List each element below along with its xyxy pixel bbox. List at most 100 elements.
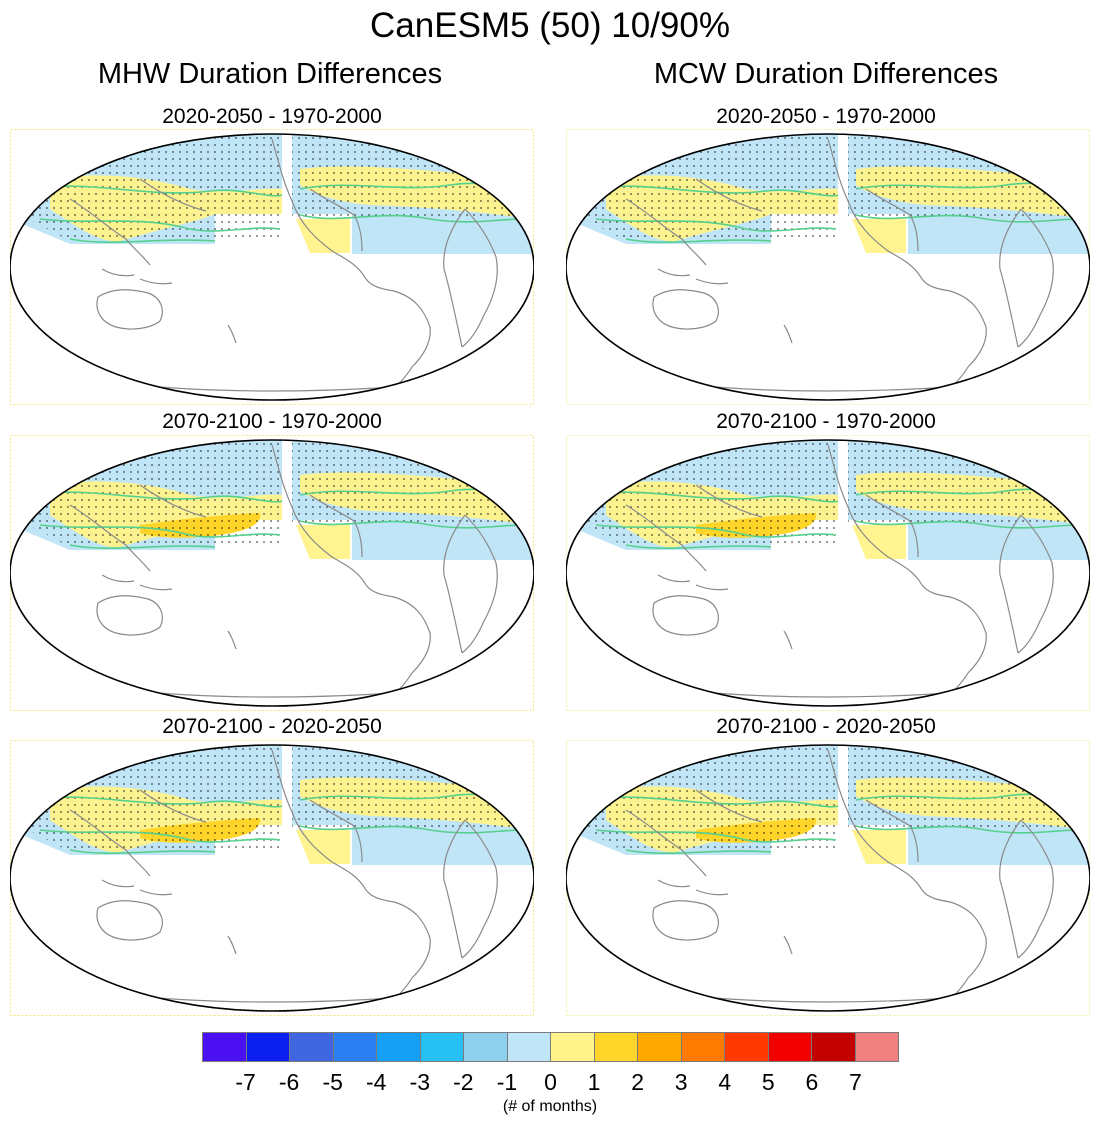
contour-line — [625, 544, 772, 550]
contour-line — [69, 544, 216, 550]
coastline — [695, 178, 763, 212]
coastline — [625, 809, 707, 877]
coastline — [101, 268, 135, 277]
contour-line — [625, 238, 772, 244]
coastline — [69, 809, 151, 877]
ocean-shading-yellow — [296, 525, 350, 559]
coastline — [139, 584, 173, 591]
colorbar-tick-label: -1 — [496, 1069, 518, 1095]
coastline — [139, 178, 207, 212]
colorbar-swatch — [637, 1032, 682, 1062]
ocean-shading-yellow — [296, 830, 350, 864]
coastline — [625, 504, 707, 572]
coastline — [652, 289, 719, 330]
colorbar-swatch — [376, 1032, 421, 1062]
map-outline — [566, 133, 1090, 401]
coastline — [227, 324, 237, 344]
colorbar-swatch — [811, 1032, 856, 1062]
ocean-shading-yellow — [852, 525, 906, 559]
coastline — [443, 819, 466, 959]
colorbar-swatch — [724, 1032, 769, 1062]
coastline — [461, 514, 498, 654]
column-title-mcw: MCW Duration Differences — [653, 58, 999, 90]
coastline — [271, 138, 367, 280]
coastline — [139, 889, 173, 896]
coastline — [695, 789, 763, 823]
significance-stippling — [566, 134, 1090, 241]
coastline — [139, 278, 173, 285]
figure-title: CanESM5 (50) 10/90% — [370, 6, 730, 45]
map-panel-mcw-2020-2050-vs-1970-2000 — [566, 129, 1090, 405]
contour-line — [299, 214, 534, 223]
map-panel-mhw-2020-2050-vs-1970-2000 — [10, 129, 534, 405]
coastline — [999, 819, 1022, 959]
panel-title-mcw-1: 2020-2050 - 1970-2000 — [716, 105, 936, 128]
coastline — [827, 444, 923, 586]
coastline — [1017, 819, 1054, 959]
coastline — [365, 889, 431, 1007]
contour-line — [585, 491, 839, 503]
colorbar-tick-label: 2 — [631, 1069, 645, 1095]
contour-line — [595, 524, 837, 538]
contour-line — [29, 796, 283, 808]
coastline — [625, 198, 707, 266]
coastline — [695, 889, 729, 896]
colorbar-tick-label: 6 — [805, 1069, 819, 1095]
colorbar-tick-label: -6 — [278, 1069, 300, 1095]
coastline — [652, 900, 719, 941]
colorbar — [202, 1032, 899, 1062]
colorbar-tick-label: -2 — [453, 1069, 474, 1095]
contour-line — [39, 829, 281, 843]
colorbar-tick-label: -5 — [322, 1069, 343, 1095]
map-svg — [566, 435, 1090, 711]
colorbar-swatch — [245, 1032, 290, 1062]
colorbar-tick-label: 5 — [761, 1069, 775, 1095]
coastline — [227, 935, 237, 955]
coastline — [309, 494, 363, 558]
coastline — [227, 630, 237, 650]
coastline — [96, 595, 163, 636]
contour-line — [39, 524, 281, 538]
contour-line — [625, 849, 772, 855]
colorbar-swatch — [419, 1032, 464, 1062]
coastline — [309, 188, 363, 252]
colorbar-tick-label: -3 — [409, 1069, 431, 1095]
coastline — [783, 324, 793, 344]
coastline — [365, 278, 431, 396]
map-outline — [566, 744, 1090, 1012]
panel-title-mcw-3: 2070-2100 - 2020-2050 — [716, 715, 936, 738]
colorbar-swatch — [463, 1032, 508, 1062]
colorbar-swatch — [202, 1032, 247, 1062]
colorbar-tick-label: 3 — [674, 1069, 688, 1095]
map-panel-mcw-2070-2100-vs-1970-2000 — [566, 435, 1090, 711]
coastline — [652, 595, 719, 636]
coastline — [921, 584, 987, 702]
colorbar-swatch — [593, 1032, 638, 1062]
coastline — [139, 789, 207, 823]
coastline — [921, 278, 987, 396]
map-outline — [566, 439, 1090, 707]
contour-line — [29, 491, 283, 503]
contour-line — [299, 520, 534, 529]
map-panel-mcw-2070-2100-vs-2020-2050 — [566, 740, 1090, 1016]
coastline — [96, 900, 163, 941]
coastline — [365, 584, 431, 702]
coastline — [461, 819, 498, 959]
significance-stippling — [10, 134, 534, 241]
map-outline — [10, 133, 534, 401]
coastline — [1017, 208, 1054, 348]
coastline — [783, 935, 793, 955]
colorbar-swatch — [680, 1032, 725, 1062]
coastline — [96, 289, 163, 330]
map-outline — [10, 744, 534, 1012]
contour-line — [855, 520, 1090, 529]
coastline — [999, 514, 1022, 654]
coastline — [999, 208, 1022, 348]
coastline — [695, 584, 729, 591]
colorbar-swatch — [767, 1032, 812, 1062]
coastline — [101, 879, 135, 888]
panel-title-mcw-2: 2070-2100 - 1970-2000 — [716, 410, 936, 433]
column-title-mhw: MHW Duration Differences — [97, 58, 443, 90]
significance-stippling — [566, 440, 1090, 547]
map-outline — [10, 439, 534, 707]
